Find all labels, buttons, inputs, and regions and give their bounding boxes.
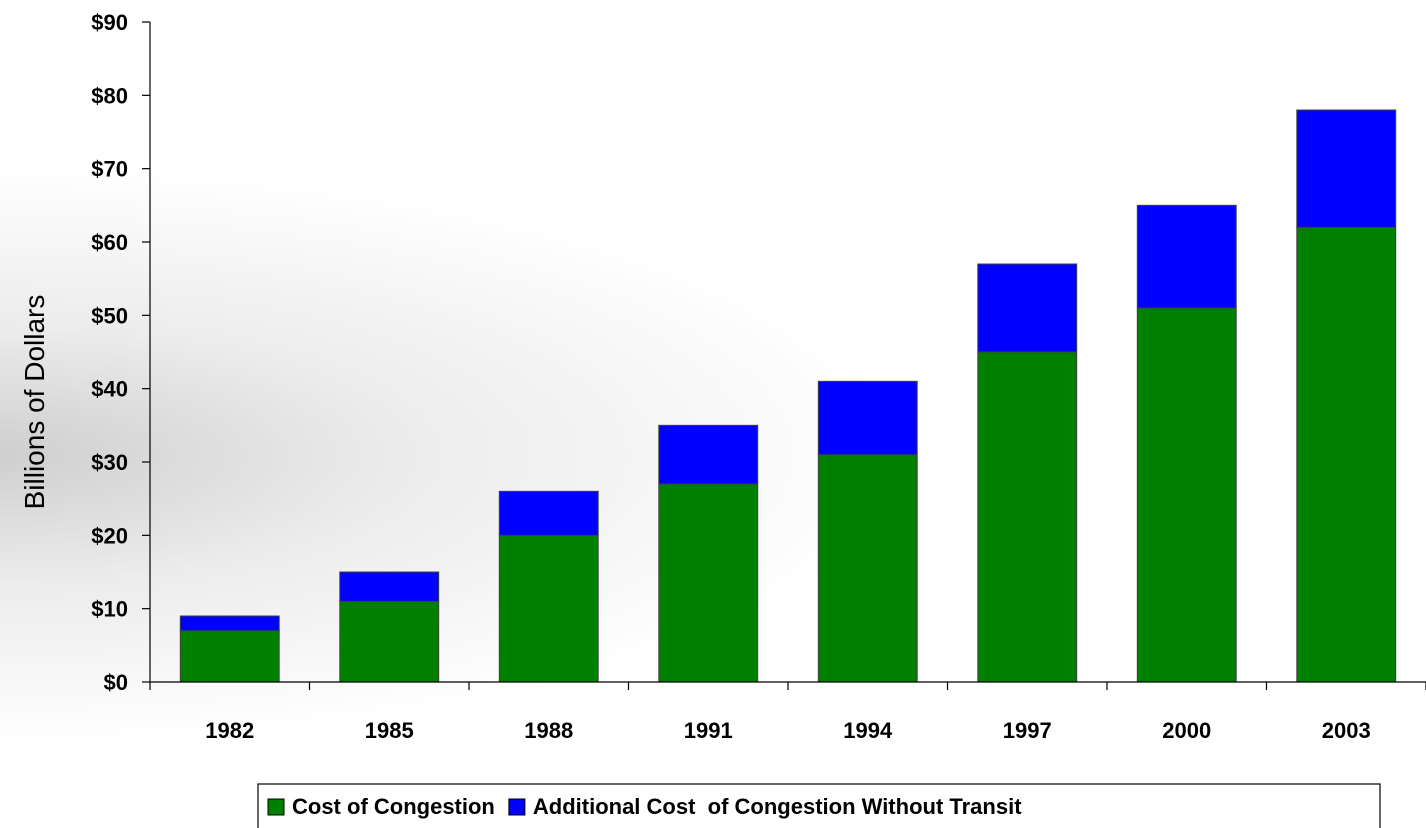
bar-additional-cost bbox=[1296, 109, 1397, 228]
y-tick-label: $70 bbox=[91, 157, 128, 182]
y-axis-ticks: $0 $10 $20 $30 $40 $50 $60 $70 $80 $90 bbox=[91, 10, 150, 695]
legend-swatch-additional-cost bbox=[508, 798, 526, 816]
y-tick-label: $0 bbox=[104, 670, 128, 695]
x-tick-label: 1988 bbox=[524, 718, 573, 743]
bar-cost-of-congestion bbox=[977, 351, 1078, 683]
x-tick-label: 1994 bbox=[843, 718, 893, 743]
bar-additional-cost bbox=[179, 615, 280, 632]
x-tick-label: 2003 bbox=[1322, 718, 1371, 743]
bar-cost-of-congestion bbox=[817, 454, 918, 683]
bar-cost-of-congestion bbox=[1296, 226, 1397, 683]
bar-additional-cost bbox=[339, 571, 440, 602]
legend-box bbox=[257, 783, 1381, 828]
bar-cost-of-congestion bbox=[658, 483, 759, 683]
x-tick-label: 1991 bbox=[684, 718, 733, 743]
bars-layer bbox=[179, 109, 1397, 683]
legend-swatch-cost-of-congestion bbox=[267, 798, 285, 816]
x-tick-label: 1985 bbox=[365, 718, 414, 743]
x-axis-ticks: 1982 1985 1988 1991 1994 1997 2000 2003 bbox=[149, 682, 1426, 743]
bar-additional-cost bbox=[1136, 204, 1237, 309]
bar-cost-of-congestion bbox=[1136, 307, 1237, 683]
y-tick-label: $40 bbox=[91, 377, 128, 402]
bar-cost-of-congestion bbox=[179, 630, 280, 683]
bar-cost-of-congestion bbox=[339, 600, 440, 683]
y-tick-label: $60 bbox=[91, 230, 128, 255]
x-tick-label: 2000 bbox=[1162, 718, 1211, 743]
y-tick-label: $80 bbox=[91, 83, 128, 108]
y-tick-label: $50 bbox=[91, 303, 128, 328]
legend-label-cost-of-congestion: Cost of Congestion bbox=[292, 794, 495, 819]
legend-items: Cost of Congestion Additional Cost of Con… bbox=[267, 794, 1022, 819]
bar-additional-cost bbox=[498, 490, 599, 536]
x-tick-label: 1997 bbox=[1003, 718, 1052, 743]
y-tick-label: $30 bbox=[91, 450, 128, 475]
x-tick-label: 1982 bbox=[205, 718, 254, 743]
bar-cost-of-congestion bbox=[498, 534, 599, 683]
bar-additional-cost bbox=[658, 424, 759, 485]
legend-label-additional-cost: Additional Cost of Congestion Without Tr… bbox=[533, 794, 1022, 819]
bar-additional-cost bbox=[817, 380, 918, 456]
legend: Cost of Congestion Additional Cost of Con… bbox=[257, 783, 1381, 828]
bar-additional-cost bbox=[977, 263, 1078, 353]
y-tick-label: $90 bbox=[91, 10, 128, 35]
y-tick-label: $10 bbox=[91, 597, 128, 622]
y-tick-label: $20 bbox=[91, 523, 128, 548]
y-axis-title: Billions of Dollars bbox=[19, 295, 50, 510]
